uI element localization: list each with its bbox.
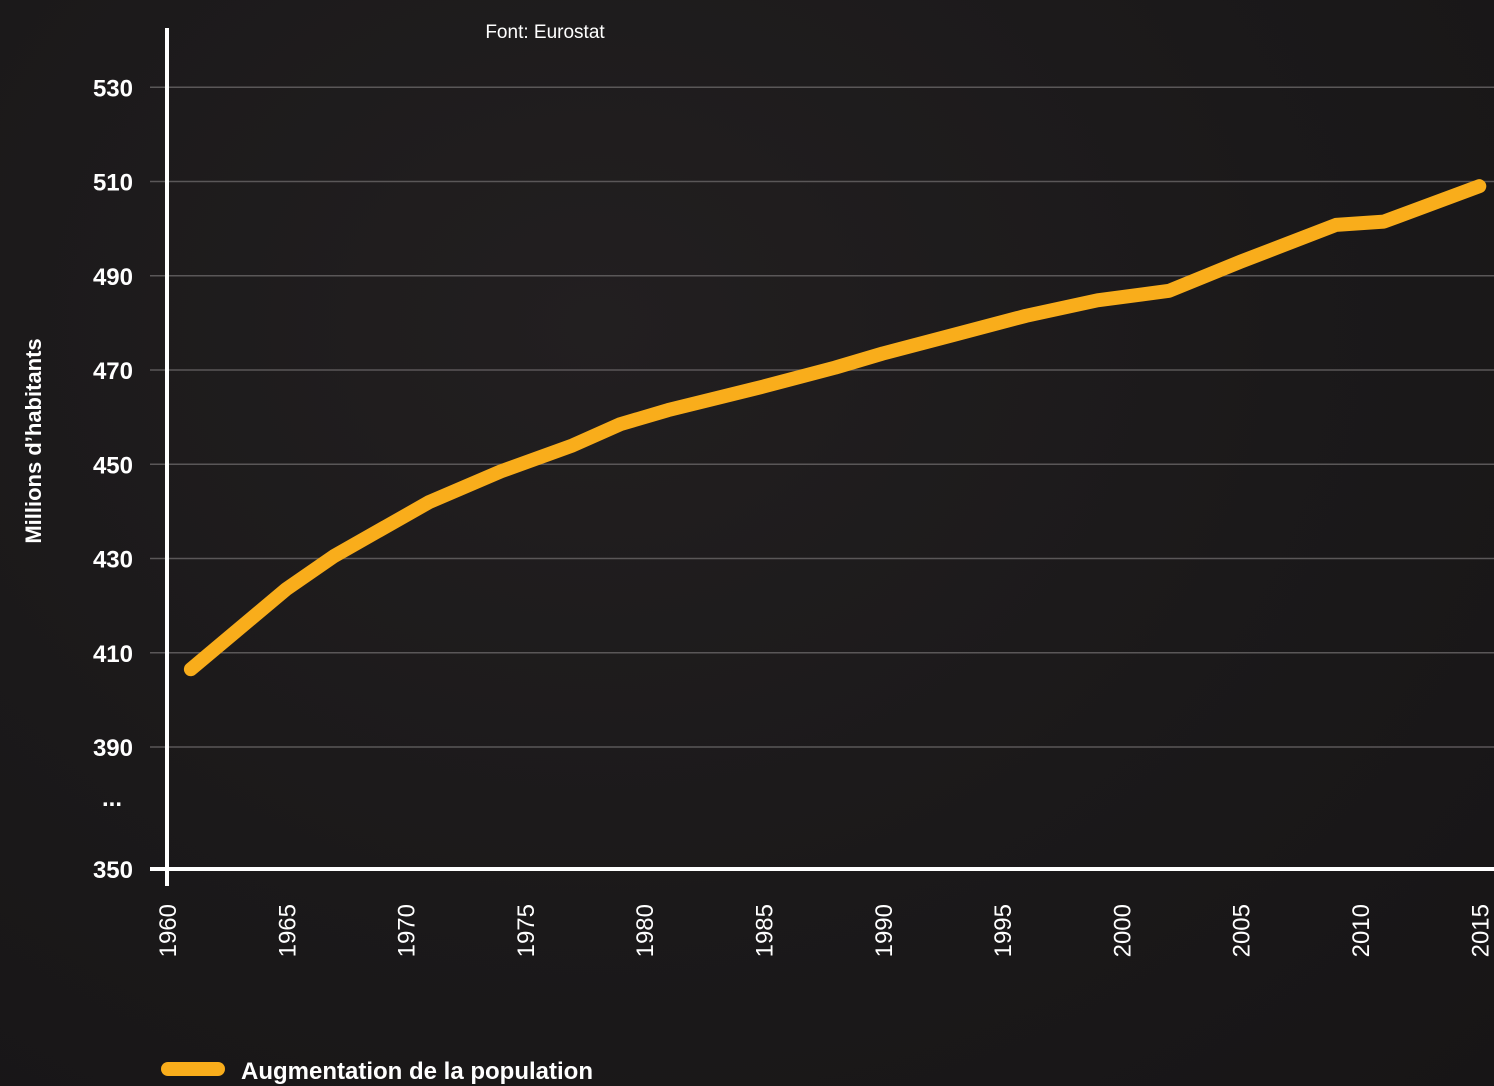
y-tick-label: 350 — [93, 857, 133, 884]
y-axis-break-marker: ... — [102, 785, 122, 812]
data-point — [1335, 224, 1337, 226]
x-tick-label: 1970 — [394, 904, 421, 957]
x-tick-label: 1975 — [513, 904, 540, 957]
data-point — [572, 444, 574, 446]
x-tick-label: 1980 — [632, 904, 659, 957]
data-point — [715, 397, 717, 399]
data-point — [834, 367, 836, 369]
data-point — [1025, 315, 1027, 317]
x-tick-label: 1960 — [155, 904, 182, 957]
y-axis-label: Millions d’habitants — [21, 338, 46, 543]
x-tick-label: 1965 — [274, 904, 301, 957]
data-point — [333, 555, 335, 557]
x-tick-label: 2005 — [1229, 904, 1256, 957]
data-point — [667, 409, 669, 411]
data-point — [1240, 261, 1242, 263]
y-tick-label: 490 — [93, 264, 133, 291]
data-point — [190, 668, 192, 670]
x-tick-label: 1995 — [990, 904, 1017, 957]
y-tick-label: 430 — [93, 547, 133, 574]
data-point — [953, 334, 955, 336]
data-point — [882, 353, 884, 354]
data-point — [1168, 290, 1170, 292]
y-axis-ticks: 530 510 490 470 450 430 410 390 350 — [93, 75, 133, 884]
series-line-population — [183, 179, 1487, 677]
x-tick-label: 2015 — [1467, 904, 1494, 957]
y-tick-label: 450 — [93, 452, 133, 479]
x-tick-label: 2010 — [1348, 904, 1375, 957]
y-tick-label: 410 — [93, 641, 133, 668]
x-tick-label: 2000 — [1109, 904, 1136, 957]
y-tick-label: 390 — [93, 735, 133, 762]
data-point — [1478, 185, 1480, 187]
y-tick-label: 470 — [93, 358, 133, 385]
series-layer — [183, 179, 1487, 677]
data-point — [1097, 299, 1098, 301]
source-note: Font: Eurostat — [485, 22, 605, 43]
data-point — [285, 588, 287, 590]
x-axis-ticks: 1960 1965 1970 1975 1980 1985 1990 1995 2000 2005… — [155, 904, 1494, 957]
x-tick-label: 1985 — [752, 904, 779, 957]
data-point — [1383, 221, 1385, 223]
y-tick-label: 510 — [93, 170, 133, 197]
y-tick-label: 530 — [93, 75, 133, 102]
x-tick-label: 1990 — [871, 904, 898, 957]
data-point — [429, 501, 430, 503]
data-point — [500, 470, 502, 472]
data-point — [619, 423, 621, 425]
data-point — [763, 386, 764, 387]
legend: Augmentation de la population — [161, 1058, 593, 1085]
legend-label: Augmentation de la population — [241, 1058, 593, 1085]
gridlines — [150, 86, 1494, 748]
